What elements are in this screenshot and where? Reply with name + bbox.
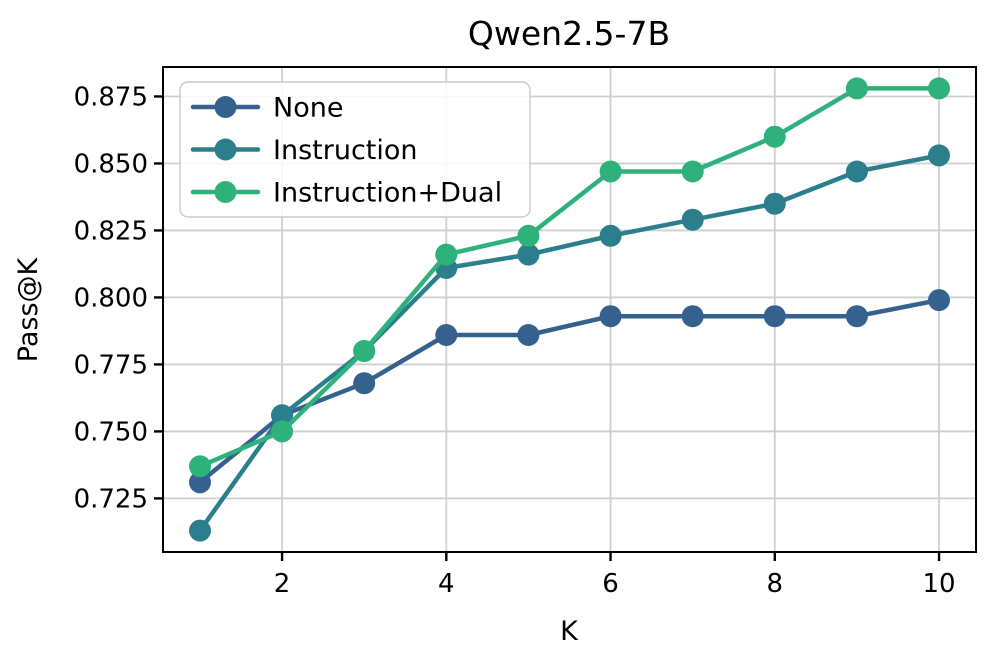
y-tick-label: 0.825 xyxy=(74,216,148,246)
legend-marker xyxy=(214,138,237,161)
legend-marker xyxy=(214,181,237,203)
data-point-none xyxy=(681,305,704,328)
data-point-instruction xyxy=(599,224,622,247)
axis-ticks: 2 4 6 8 10 0.725 0.750 0.775 0.800 0.825 0.850 0.87… xyxy=(74,82,956,599)
y-tick-label: 0.725 xyxy=(74,484,148,514)
y-tick-label: 0.775 xyxy=(74,350,148,380)
x-tick-label: 10 xyxy=(922,569,955,599)
y-tick-label: 0.850 xyxy=(74,149,148,179)
legend-box xyxy=(179,81,531,218)
data-point-instruction-dual xyxy=(681,160,704,183)
x-tick-label: 6 xyxy=(602,569,619,599)
legend-label: Instruction xyxy=(273,135,418,166)
legend: None Instruction Instruction+Dual xyxy=(179,81,531,218)
data-point-instruction xyxy=(763,192,786,215)
data-point-none xyxy=(353,372,376,395)
y-tick-label: 0.750 xyxy=(74,417,148,447)
chart-title: Qwen2.5-7B xyxy=(468,14,670,53)
data-point-instruction-dual xyxy=(599,160,622,183)
series-instruction-dual xyxy=(189,77,950,478)
y-tick-label: 0.800 xyxy=(74,283,148,313)
data-point-none xyxy=(599,305,622,328)
data-series xyxy=(189,77,950,542)
series-line-instruction xyxy=(197,153,942,533)
legend-item-instruction: Instruction xyxy=(190,135,418,166)
data-point-instruction xyxy=(189,519,211,542)
data-point-none xyxy=(517,324,540,346)
data-point-instruction xyxy=(271,404,294,427)
x-tick-label: 2 xyxy=(274,569,291,599)
data-point-instruction-dual xyxy=(845,77,868,100)
series-line-instruction-dual xyxy=(197,86,942,469)
x-axis-label: K xyxy=(560,616,579,647)
legend-marker xyxy=(214,96,237,118)
legend-label: None xyxy=(273,93,343,124)
series-none xyxy=(189,289,950,494)
legend-label: Instruction+Dual xyxy=(273,178,502,209)
legend-item-none: None xyxy=(190,93,343,124)
legend-item-instruction-dual: Instruction+Dual xyxy=(190,178,502,209)
x-tick-label: 4 xyxy=(438,569,455,599)
data-point-instruction-dual xyxy=(271,420,294,443)
series-line-none xyxy=(197,297,942,485)
data-point-instruction-dual xyxy=(928,77,950,100)
data-point-none xyxy=(763,305,786,328)
data-point-instruction xyxy=(845,160,868,183)
data-point-none xyxy=(435,324,458,346)
y-axis-label: Pass@K xyxy=(13,256,44,362)
data-point-instruction-dual xyxy=(517,224,540,247)
data-point-instruction xyxy=(681,208,704,231)
data-point-instruction xyxy=(928,144,950,167)
x-tick-label: 8 xyxy=(767,569,784,599)
data-point-none xyxy=(845,305,868,328)
series-instruction xyxy=(189,144,950,542)
data-point-none xyxy=(189,471,211,494)
data-point-instruction-dual xyxy=(435,243,458,266)
plot-border xyxy=(162,66,977,553)
data-point-none xyxy=(928,289,950,312)
data-point-instruction-dual xyxy=(353,340,376,362)
data-point-instruction-dual xyxy=(189,455,211,478)
data-point-instruction-dual xyxy=(763,125,786,148)
y-tick-label: 0.875 xyxy=(74,82,148,112)
data-point-instruction xyxy=(517,243,540,266)
